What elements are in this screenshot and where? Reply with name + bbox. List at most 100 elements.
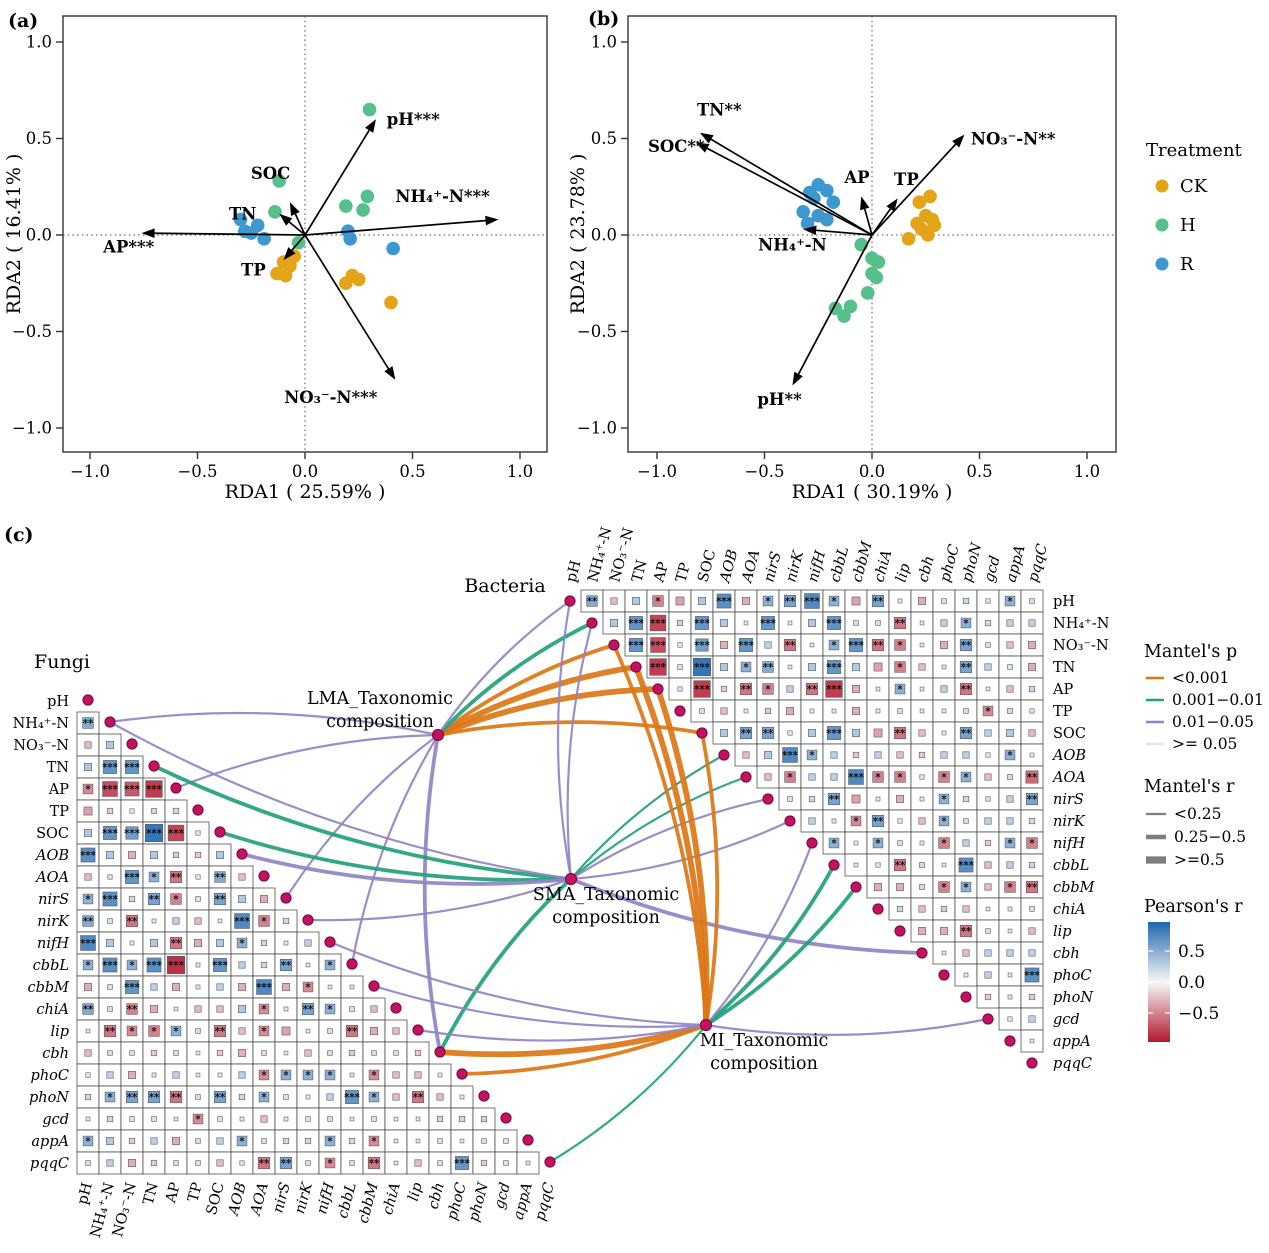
corr-square [414, 1071, 422, 1079]
corr-square [260, 961, 268, 969]
sig-stars: *** [234, 917, 250, 928]
sig-stars: *** [650, 641, 666, 652]
corr-square [283, 1050, 289, 1056]
col-label: cbbL [827, 545, 852, 584]
corr-square [787, 620, 793, 626]
hub-node-lma [431, 728, 445, 742]
sig-stars: *** [650, 619, 666, 630]
row-label: phoN [29, 1090, 70, 1106]
corr-square [150, 939, 158, 947]
y-tick-label: 1.0 [26, 33, 52, 52]
env-arrow-head [792, 371, 803, 386]
sig-stars: *** [804, 597, 820, 608]
corr-square [234, 913, 250, 929]
corr-square [324, 1157, 336, 1169]
corr-square [1025, 770, 1039, 784]
mantel-edge [306, 877, 573, 922]
rda-point-r [820, 183, 834, 198]
rda-point-r [796, 205, 810, 219]
corr-square [282, 983, 290, 991]
corr-square [984, 949, 992, 957]
sig-stars: *** [102, 895, 118, 906]
rda-point-ck [921, 228, 935, 242]
corr-square [962, 839, 970, 847]
sig-stars: ** [127, 1093, 138, 1104]
sig-stars: * [831, 641, 837, 652]
corr-square [787, 730, 793, 736]
corr-square [106, 1115, 114, 1123]
col-label: nifH [805, 549, 829, 584]
corr-square [959, 638, 973, 652]
env-arrow [304, 219, 486, 236]
row-label: pH [1053, 594, 1075, 610]
corr-square [148, 871, 160, 883]
hub-label: composition [710, 1054, 818, 1074]
corr-square [437, 1138, 443, 1144]
corr-square [194, 939, 202, 947]
corr-square [370, 1005, 378, 1013]
corr-square [985, 598, 991, 604]
corr-square [1006, 795, 1014, 803]
corr-square [107, 874, 113, 880]
corr-square [940, 751, 948, 759]
bacteria-node-dot [828, 859, 840, 871]
bacteria-node-dot [674, 705, 686, 717]
sig-stars: * [941, 817, 947, 828]
y-tick-label: −1.0 [577, 419, 617, 438]
corr-square [304, 1137, 312, 1145]
bacteria-matrix: ** * *** * ** *** * ** **** *** *** *** *** ** **** ***… [464, 525, 1109, 1072]
corr-square [675, 596, 685, 606]
corr-square [894, 639, 906, 651]
corr-square [170, 1025, 182, 1037]
sig-stars: *** [124, 763, 140, 774]
corr-square [238, 1027, 246, 1035]
mantel-edge [284, 733, 440, 900]
corr-square [239, 1160, 245, 1166]
corr-square [82, 915, 94, 927]
mantel-edge [422, 733, 442, 1054]
corr-square [393, 1138, 399, 1144]
corr-square [831, 708, 837, 714]
corr-square [126, 959, 138, 971]
fungi-node-dot [192, 804, 204, 816]
sig-stars: * [85, 1137, 91, 1148]
corr-square [213, 958, 227, 972]
fungi-node-dot [434, 1046, 446, 1058]
sig-stars: ** [413, 1093, 424, 1104]
corr-square [896, 751, 904, 759]
rda-point-ck [351, 272, 366, 287]
sig-stars: *** [694, 685, 710, 696]
corr-square [125, 760, 139, 774]
corr-square [151, 918, 157, 924]
sig-stars: * [765, 685, 771, 696]
x-tick-label: −0.5 [177, 462, 217, 481]
corr-square [107, 1050, 113, 1056]
corr-square [305, 962, 311, 968]
sig-stars: * [327, 1005, 333, 1016]
corr-square [784, 771, 796, 783]
sig-stars: *** [760, 619, 776, 630]
hub-label: SMA_Taxonomic [533, 885, 679, 905]
env-arrow [871, 208, 892, 236]
bacteria-node-dot [564, 595, 576, 607]
corr-square [102, 891, 118, 907]
sig-stars: * [173, 1027, 179, 1038]
sig-stars: * [941, 773, 947, 784]
sig-stars: ** [873, 597, 884, 608]
corr-square [368, 1069, 380, 1081]
mantel-edge [569, 797, 770, 881]
corr-square [1004, 595, 1016, 607]
mantel-edge [700, 731, 720, 1027]
sig-stars: ** [961, 641, 972, 652]
corr-square [217, 1116, 223, 1122]
corr-square [213, 1090, 227, 1104]
corr-square [941, 950, 947, 956]
row-label: pqqC [1053, 1056, 1092, 1072]
corr-square [1006, 685, 1014, 693]
env-arrow [871, 143, 957, 236]
x-tick-label: −0.5 [744, 462, 784, 481]
corr-square [875, 686, 881, 692]
rda-point-r [257, 232, 271, 246]
sig-stars: ** [785, 597, 796, 608]
